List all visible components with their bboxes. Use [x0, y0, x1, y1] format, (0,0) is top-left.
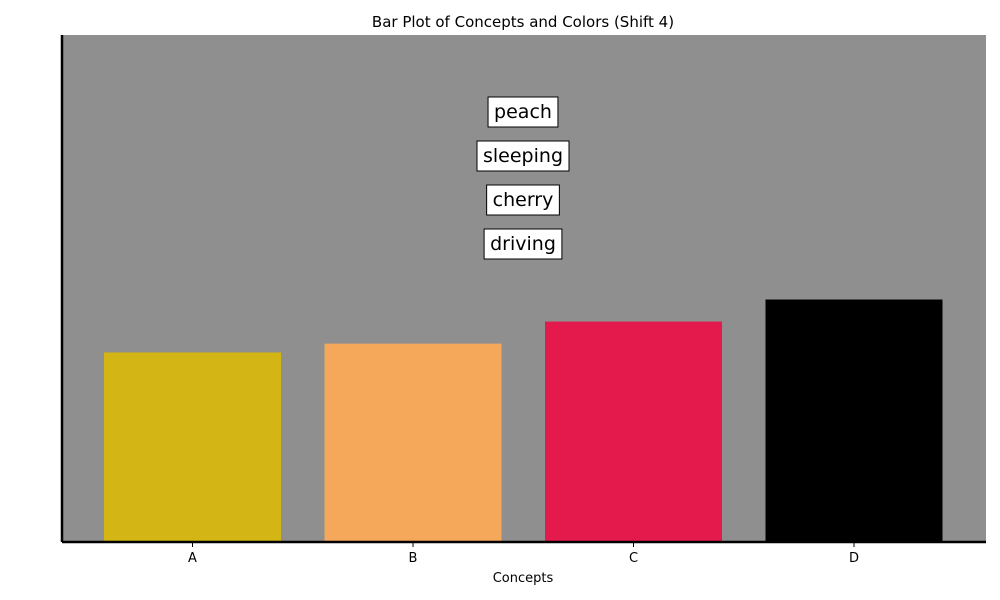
annotation-box: driving	[483, 228, 563, 260]
annotations-group: peach sleeping cherry driving	[476, 96, 570, 260]
bar-b	[324, 343, 502, 542]
x-ticks-group: A B C D	[188, 542, 859, 566]
annotation-frame	[487, 96, 559, 128]
bar-c	[545, 321, 722, 542]
chart-title: Bar Plot of Concepts and Colors (Shift 4…	[372, 13, 674, 31]
x-tick-label: B	[409, 551, 418, 566]
x-tick-label: C	[629, 551, 638, 566]
bars-group	[104, 299, 943, 542]
bar-a	[104, 352, 281, 542]
annotation-text: sleeping	[483, 145, 563, 167]
annotation-box: cherry	[486, 184, 560, 216]
annotation-frame	[476, 140, 570, 172]
x-axis-label: Concepts	[493, 571, 554, 586]
annotation-box: peach	[487, 96, 559, 128]
annotation-text: cherry	[493, 189, 554, 211]
annotation-box: sleeping	[476, 140, 570, 172]
x-tick-label: A	[188, 551, 197, 566]
annotation-text: peach	[494, 101, 552, 123]
bar-d	[765, 299, 943, 542]
annotation-text: driving	[490, 233, 556, 255]
annotation-frame	[486, 184, 560, 216]
annotation-frame	[483, 228, 563, 260]
x-tick-label: D	[849, 551, 859, 566]
